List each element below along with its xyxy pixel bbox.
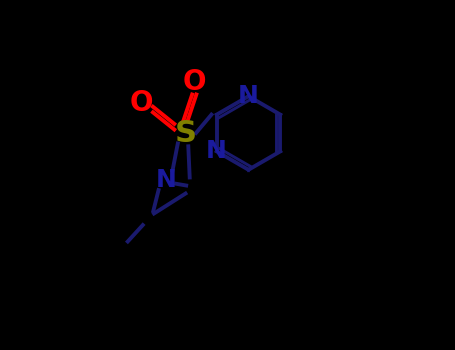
Text: N: N (238, 84, 259, 108)
Text: N: N (206, 139, 227, 163)
Text: O: O (182, 68, 206, 96)
Text: S: S (175, 119, 197, 147)
Text: N: N (156, 168, 177, 192)
Text: O: O (130, 89, 153, 117)
